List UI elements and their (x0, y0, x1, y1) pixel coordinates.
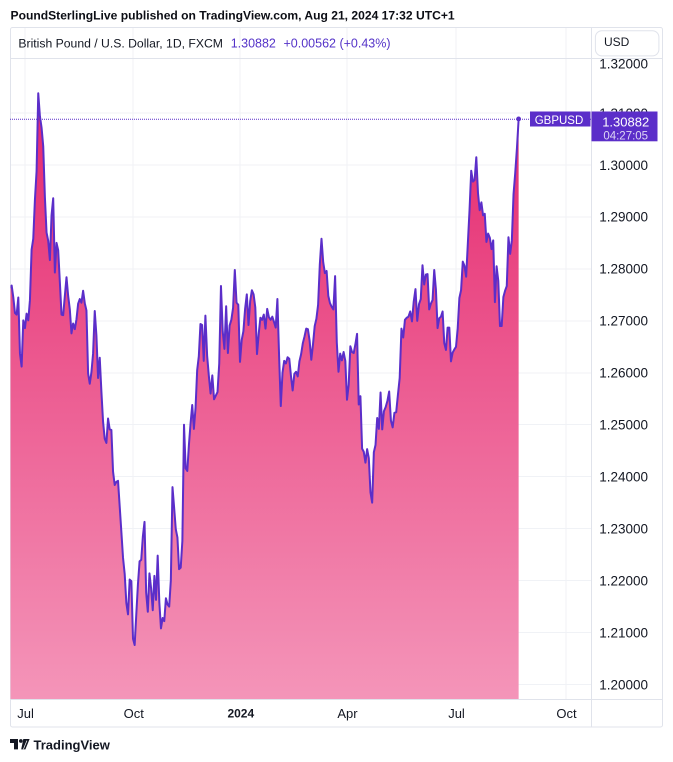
svg-text:1.24000: 1.24000 (599, 470, 648, 485)
svg-text:TradingView: TradingView (34, 738, 111, 753)
svg-text:1.22000: 1.22000 (599, 573, 648, 588)
svg-text:Oct: Oct (124, 706, 145, 721)
svg-text:PoundSterlingLive published on: PoundSterlingLive published on TradingVi… (11, 9, 455, 23)
svg-text:Jul: Jul (448, 706, 465, 721)
svg-text:Oct: Oct (556, 706, 577, 721)
svg-text:04:27:05: 04:27:05 (603, 130, 648, 142)
svg-text:1.28000: 1.28000 (599, 262, 648, 277)
svg-text:USD: USD (604, 35, 630, 49)
svg-text:1.21000: 1.21000 (599, 625, 648, 640)
svg-text:1.23000: 1.23000 (599, 521, 648, 536)
svg-text:1.30882: 1.30882 (602, 114, 649, 129)
svg-text:1.27000: 1.27000 (599, 314, 648, 329)
svg-text:GBPUSD: GBPUSD (535, 115, 584, 127)
svg-text:1.30000: 1.30000 (599, 158, 648, 173)
svg-text:1.20000: 1.20000 (599, 677, 648, 692)
svg-text:1.25000: 1.25000 (599, 418, 648, 433)
svg-text:1.26000: 1.26000 (599, 366, 648, 381)
svg-text:British Pound / U.S. Dollar, 1: British Pound / U.S. Dollar, 1D, FXCM (18, 37, 223, 51)
svg-text:1.30882: 1.30882 (231, 37, 276, 51)
svg-text:Jul: Jul (17, 706, 34, 721)
svg-text:2024: 2024 (227, 707, 254, 721)
svg-text:1.29000: 1.29000 (599, 210, 648, 225)
svg-text:1.32000: 1.32000 (599, 56, 648, 71)
svg-text:Apr: Apr (337, 706, 358, 721)
svg-text:+0.00562 (+0.43%): +0.00562 (+0.43%) (284, 37, 391, 51)
